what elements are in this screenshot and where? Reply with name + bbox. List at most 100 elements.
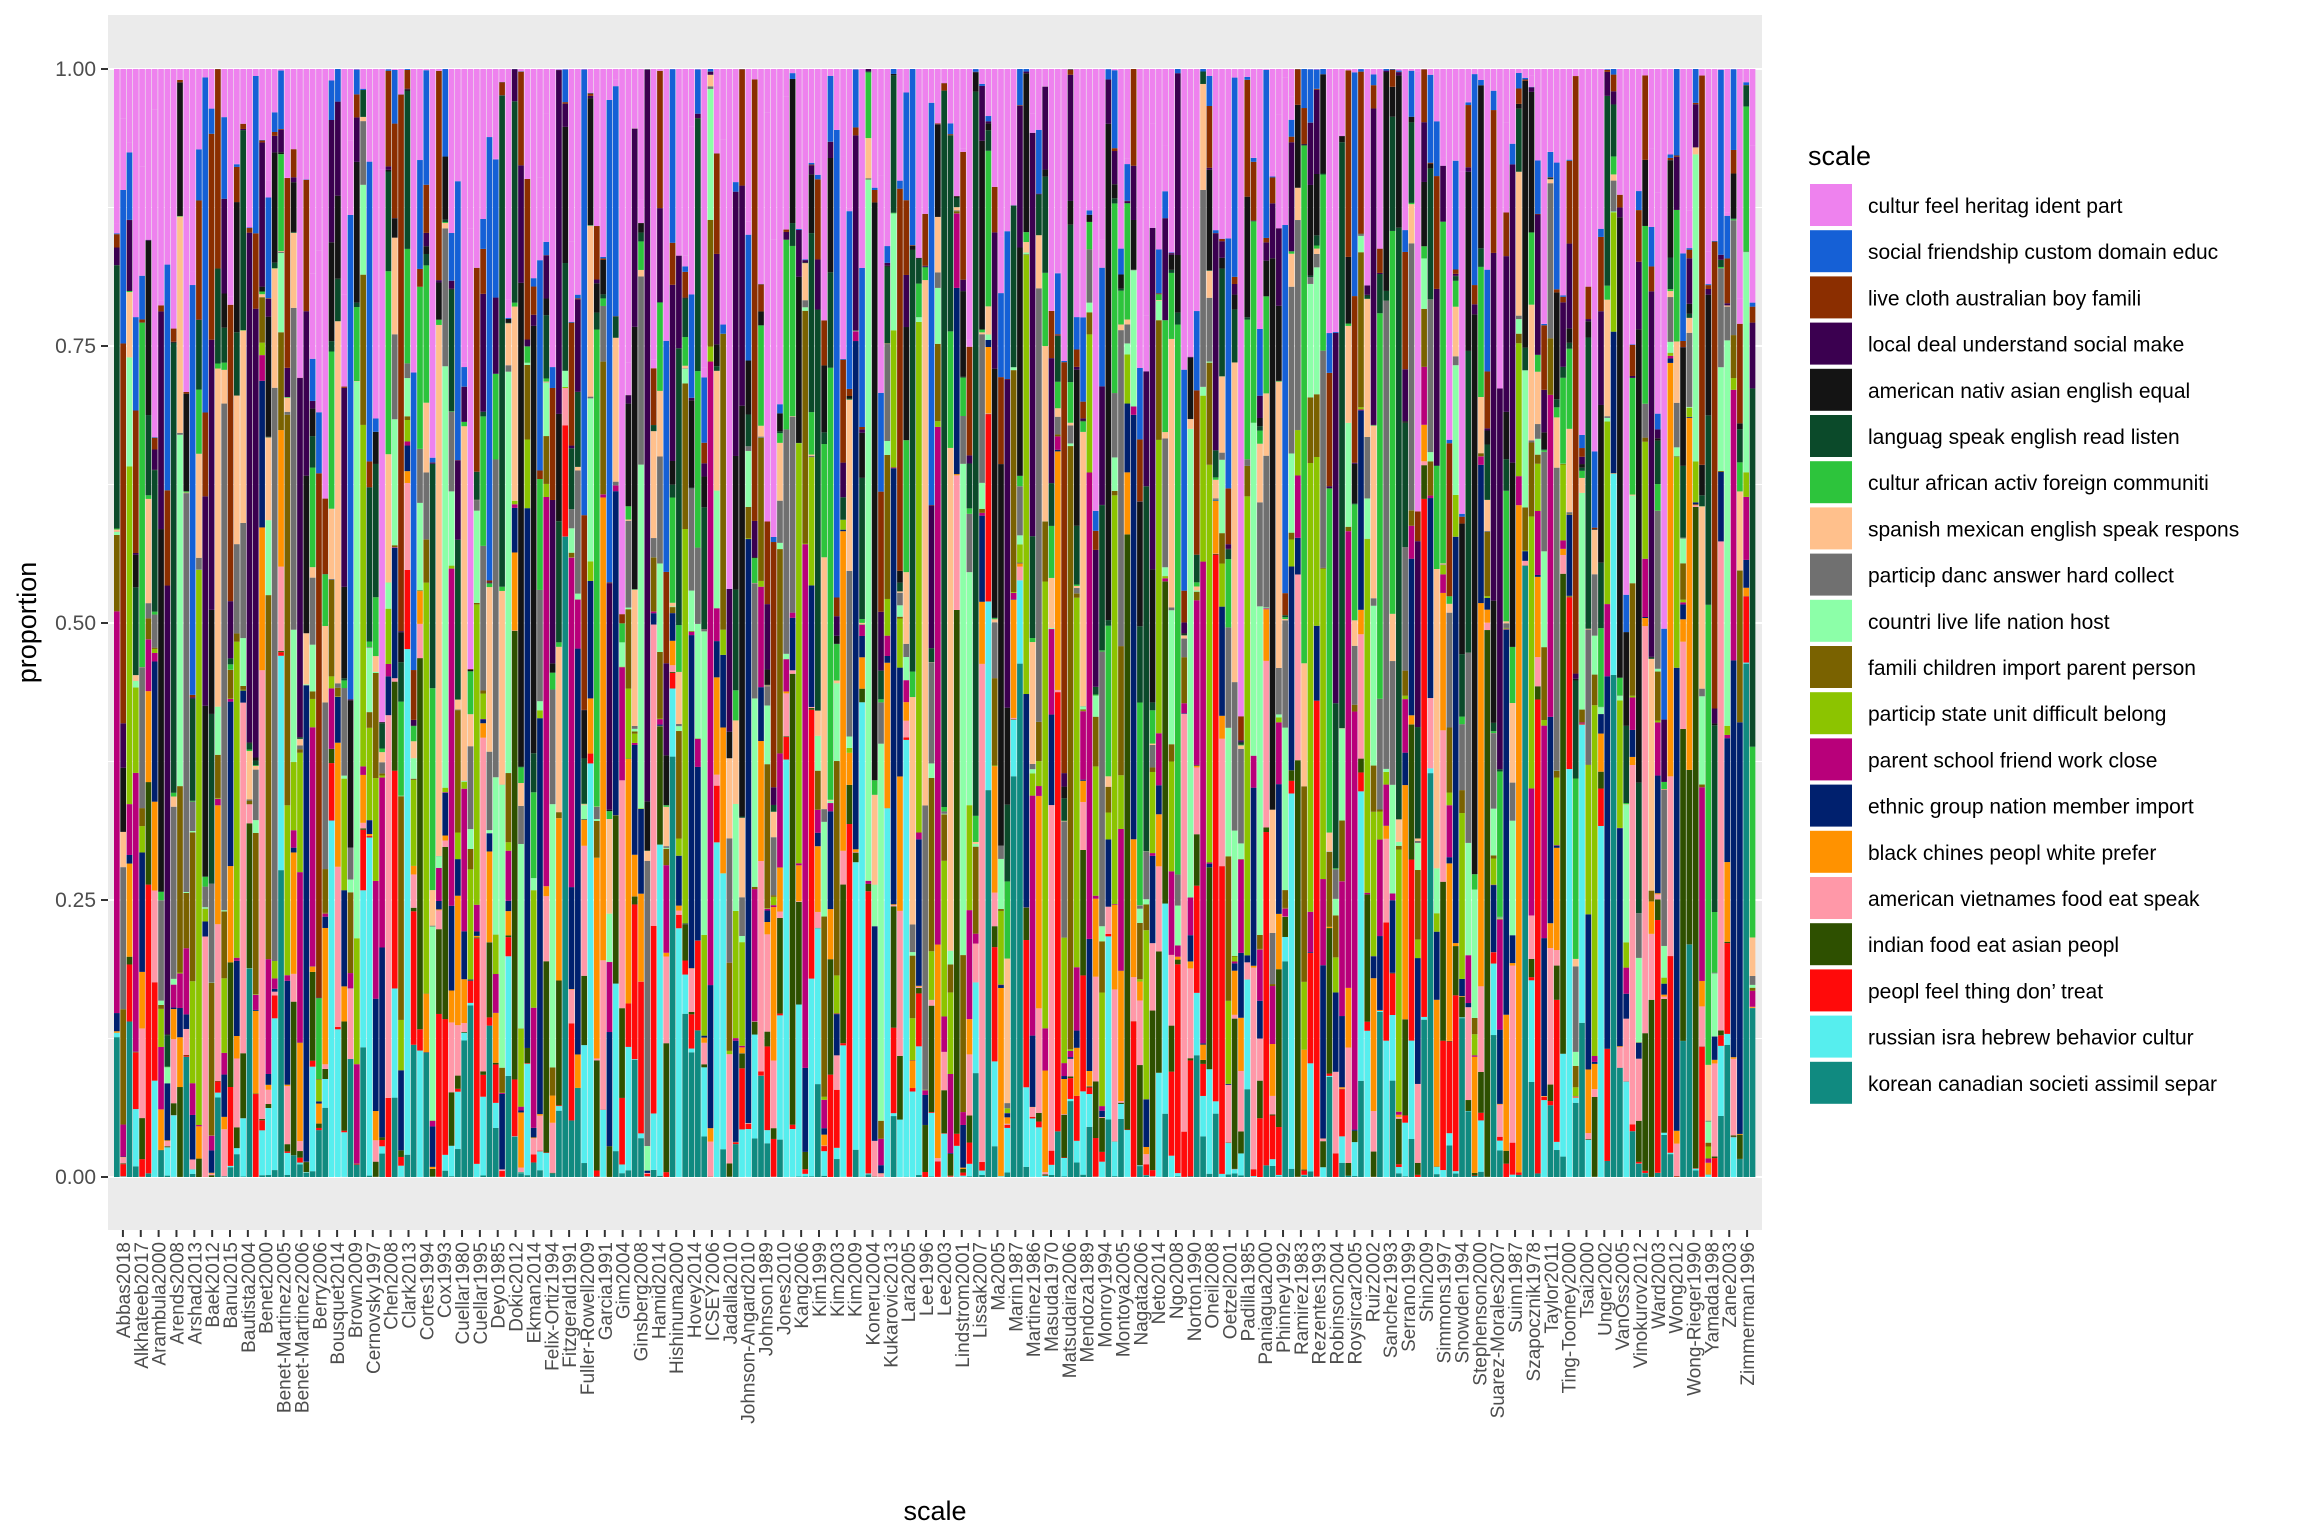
- bar-segment: [1345, 1162, 1352, 1176]
- bar-segment: [379, 722, 385, 724]
- bar-segment: [1257, 443, 1263, 503]
- bar-segment: [890, 1116, 897, 1177]
- bar-segment: [278, 251, 284, 253]
- bar-segment: [1389, 1080, 1396, 1177]
- bar-segment: [530, 325, 537, 754]
- bar-segment: [398, 632, 404, 663]
- bar-segment: [960, 148, 966, 152]
- bar-segment: [1313, 248, 1320, 254]
- bar-segment: [1036, 193, 1042, 195]
- bar-segment: [423, 69, 430, 71]
- bar-segment: [1370, 765, 1377, 812]
- bar-segment: [1231, 294, 1238, 310]
- bar-segment: [366, 837, 373, 1176]
- bar-segment: [246, 743, 253, 750]
- bar-segment: [1118, 69, 1124, 249]
- bar-segment: [1257, 502, 1263, 607]
- bar-segment: [745, 506, 752, 539]
- bar-segment: [1168, 338, 1175, 608]
- bar-segment: [1345, 526, 1352, 532]
- bar-segment: [341, 386, 348, 388]
- bar-segment: [732, 1142, 739, 1145]
- bar-segment: [360, 90, 366, 117]
- bar-segment: [1591, 451, 1598, 528]
- bar-segment: [114, 528, 120, 530]
- bar-segment: [1187, 356, 1194, 358]
- bar-segment: [770, 542, 777, 788]
- bar-segment: [467, 979, 474, 981]
- bar-segment: [1288, 251, 1295, 254]
- bar-segment: [1111, 904, 1118, 905]
- bar-segment: [1408, 69, 1415, 71]
- bar-segment: [1459, 1017, 1465, 1019]
- bar-segment: [1149, 767, 1156, 772]
- bar-segment: [1579, 724, 1585, 1023]
- bar-segment: [398, 701, 404, 796]
- bar-segment: [966, 1115, 973, 1143]
- bar-segment: [322, 702, 329, 870]
- bar-segment: [1509, 143, 1516, 165]
- bar-segment: [183, 393, 190, 492]
- bar-segment: [1414, 727, 1421, 839]
- bar-segment: [360, 828, 366, 830]
- bar-segment: [764, 908, 771, 911]
- bar-segment: [1421, 424, 1427, 462]
- bar-segment: [1111, 70, 1118, 149]
- bar-segment: [1212, 554, 1219, 1102]
- bar-segment: [720, 139, 726, 325]
- bar-segment: [1446, 612, 1453, 728]
- bar-segment: [322, 498, 329, 575]
- bar-segment: [467, 848, 474, 870]
- bar-segment: [1029, 795, 1036, 1036]
- bar-segment: [259, 69, 265, 140]
- bar-segment: [1484, 499, 1491, 532]
- bar-segment: [265, 1089, 272, 1105]
- bar-segment: [650, 538, 657, 558]
- bar-segment: [650, 359, 657, 369]
- bar-segment: [183, 892, 190, 949]
- bar-segment: [979, 69, 985, 84]
- bar-segment: [259, 380, 265, 528]
- bar-segment: [284, 397, 291, 398]
- bar-segment: [1313, 245, 1320, 249]
- bar-segment: [1294, 104, 1301, 188]
- bar-segment: [1042, 1174, 1049, 1176]
- bar-segment: [1092, 329, 1099, 511]
- bar-segment: [1257, 1118, 1263, 1177]
- bar-segment: [252, 308, 259, 758]
- bar-segment: [227, 701, 234, 867]
- bar-segment: [398, 69, 404, 93]
- bar-segment: [859, 619, 865, 623]
- bar-segment: [1269, 1115, 1276, 1160]
- bar-segment: [1396, 70, 1402, 72]
- bar-segment: [556, 70, 562, 414]
- bar-segment: [985, 790, 992, 1177]
- bar-segment: [246, 800, 253, 805]
- bar-segment: [398, 94, 404, 632]
- bar-segment: [928, 763, 935, 778]
- bar-segment: [802, 307, 809, 311]
- bar-segment: [473, 602, 480, 605]
- bar-segment: [1452, 280, 1459, 307]
- bar-segment: [271, 1018, 278, 1171]
- bar-segment: [1383, 72, 1390, 291]
- bar-segment: [1099, 650, 1105, 652]
- bar-segment: [1414, 1083, 1421, 1163]
- bar-segment: [751, 1034, 758, 1139]
- bar-segment: [417, 502, 423, 591]
- bar-segment: [1029, 773, 1036, 796]
- bar-segment: [1017, 247, 1023, 476]
- bar-segment: [1332, 1153, 1339, 1177]
- bar-segment: [366, 833, 373, 836]
- bar-segment: [1294, 69, 1301, 105]
- bar-segment: [448, 411, 455, 412]
- bar-segment: [713, 253, 720, 345]
- bar-segment: [461, 1032, 468, 1033]
- bar-segment: [1200, 69, 1206, 72]
- bar-segment: [366, 461, 373, 488]
- bar-segment: [196, 69, 202, 150]
- bar-segment: [1503, 122, 1510, 213]
- bar-segment: [1269, 986, 1276, 1045]
- bar-segment: [638, 69, 644, 200]
- bar-segment: [575, 1054, 581, 1088]
